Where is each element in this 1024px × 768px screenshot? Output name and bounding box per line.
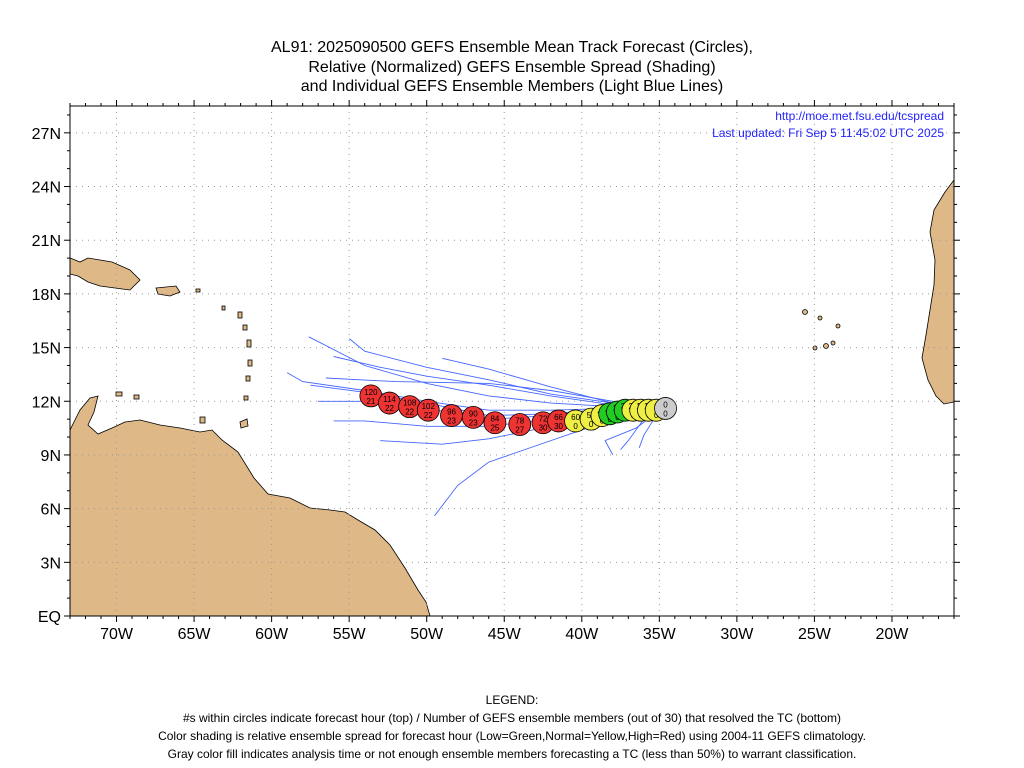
member-count-label: 22 <box>405 408 414 417</box>
forecast-hour-label: 90 <box>469 409 478 418</box>
member-count-label: 0 <box>589 420 594 429</box>
grid-lines <box>70 106 954 616</box>
land-layer <box>70 179 954 616</box>
lon-label: 65W <box>178 626 212 643</box>
lat-label: 9N <box>41 448 61 465</box>
forecast-hour-label: 114 <box>383 395 396 404</box>
lon-label: 35W <box>643 626 677 643</box>
forecast-hour-label: 60 <box>571 413 580 422</box>
forecast-hour-label: 96 <box>447 408 456 417</box>
lat-label: 27N <box>32 126 61 143</box>
lon-label: 20W <box>876 626 910 643</box>
axis-ticks <box>64 100 960 622</box>
hispaniola-land <box>70 257 141 291</box>
legend-heading: LEGEND: <box>485 693 539 707</box>
lat-label: 24N <box>32 180 61 197</box>
source-url[interactable]: http://moe.met.fsu.edu/tcspread <box>775 109 944 123</box>
lat-label: 12N <box>32 394 61 411</box>
track-circle <box>483 411 507 435</box>
member-count-label: 23 <box>447 417 456 426</box>
member-count-label: 0 <box>573 422 578 431</box>
lon-label: 70W <box>100 626 134 643</box>
lon-label: 30W <box>720 626 754 643</box>
lon-label: 50W <box>410 626 444 643</box>
forecast-hour-label: 84 <box>490 415 499 424</box>
forecast-hour-label: 120 <box>364 388 378 397</box>
forecast-hour-label: 78 <box>515 417 524 426</box>
longitude-labels: 70W 65W 60W 55W 50W 45W 40W 35W 30W 25W 20W <box>100 626 909 643</box>
track-circle <box>654 397 677 420</box>
track-circle <box>416 398 440 422</box>
lat-label: 18N <box>32 287 61 304</box>
lon-label: 40W <box>565 626 599 643</box>
south-america-land <box>70 395 431 616</box>
forecast-hour-label: 102 <box>422 402 436 411</box>
member-count-label: 25 <box>490 424 499 433</box>
lon-label: 60W <box>255 626 289 643</box>
lon-label: 45W <box>488 626 522 643</box>
title-line-1: AL91: 2025090500 GEFS Ensemble Mean Trac… <box>271 39 753 56</box>
puerto-rico-land <box>155 285 181 297</box>
lat-label: 6N <box>41 502 61 519</box>
lat-label: EQ <box>38 609 61 626</box>
forecast-hour-label: 108 <box>403 399 417 408</box>
member-count-label: 27 <box>515 426 524 435</box>
legend-line-2: Color shading is relative ensemble sprea… <box>158 729 866 743</box>
legend-line-1: #s within circles indicate forecast hour… <box>182 711 842 725</box>
trinidad-land <box>239 418 249 429</box>
track-point: 00 <box>654 397 677 420</box>
member-count-label: 21 <box>366 397 375 406</box>
forecast-hour-label: 66 <box>554 413 563 422</box>
lat-label: 21N <box>32 233 61 250</box>
lat-label: 3N <box>41 555 61 572</box>
track-circle <box>508 413 532 436</box>
member-count-label: 23 <box>469 418 478 427</box>
member-count-label: 0 <box>654 411 659 420</box>
lon-label: 25W <box>798 626 832 643</box>
last-updated: Last updated: Fri Sep 5 11:45:02 UTC 202… <box>712 126 944 140</box>
forecast-hour-label: 0 <box>663 400 668 409</box>
forecast-hour-label: 72 <box>539 415 548 424</box>
track-circle <box>461 405 485 429</box>
plot-frame <box>69 105 955 617</box>
member-count-label: 30 <box>554 422 563 431</box>
title-line-2: Relative (Normalized) GEFS Ensemble Spre… <box>308 59 716 76</box>
legend-line-3: Gray color fill indicates analysis time … <box>167 747 857 761</box>
lon-label: 55W <box>333 626 367 643</box>
title-line-3: and Individual GEFS Ensemble Members (Li… <box>300 78 724 95</box>
lesser-antilles <box>115 288 253 424</box>
member-count-label: 0 <box>663 409 668 418</box>
lat-label: 15N <box>32 341 61 358</box>
member-count-label: 30 <box>539 424 548 433</box>
member-count-label: 22 <box>385 404 394 413</box>
latitude-labels: EQ 3N 6N 9N 12N 15N 18N 21N 24N 27N <box>32 126 61 626</box>
member-count-label: 22 <box>424 411 433 420</box>
